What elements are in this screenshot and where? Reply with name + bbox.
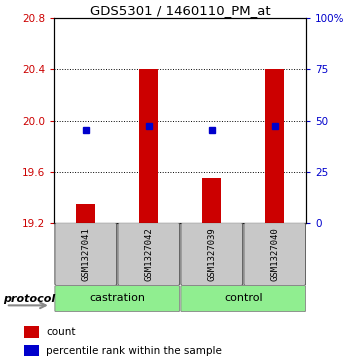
Bar xyxy=(24,345,39,356)
FancyBboxPatch shape xyxy=(118,223,180,286)
FancyBboxPatch shape xyxy=(181,285,306,311)
Text: GSM1327042: GSM1327042 xyxy=(144,227,153,281)
Text: GSM1327039: GSM1327039 xyxy=(207,227,216,281)
Text: GSM1327041: GSM1327041 xyxy=(81,227,90,281)
Text: percentile rank within the sample: percentile rank within the sample xyxy=(46,346,222,356)
Bar xyxy=(24,326,39,338)
Bar xyxy=(265,69,284,223)
Text: castration: castration xyxy=(89,293,145,303)
FancyBboxPatch shape xyxy=(181,223,243,286)
Title: GDS5301 / 1460110_PM_at: GDS5301 / 1460110_PM_at xyxy=(90,4,271,17)
Bar xyxy=(202,178,221,223)
Bar xyxy=(139,69,158,223)
Text: GSM1327040: GSM1327040 xyxy=(270,227,279,281)
FancyBboxPatch shape xyxy=(55,223,117,286)
Bar xyxy=(76,204,95,223)
Text: control: control xyxy=(224,293,262,303)
Text: protocol: protocol xyxy=(4,294,56,305)
FancyBboxPatch shape xyxy=(244,223,306,286)
Text: count: count xyxy=(46,327,76,337)
FancyBboxPatch shape xyxy=(55,285,180,311)
